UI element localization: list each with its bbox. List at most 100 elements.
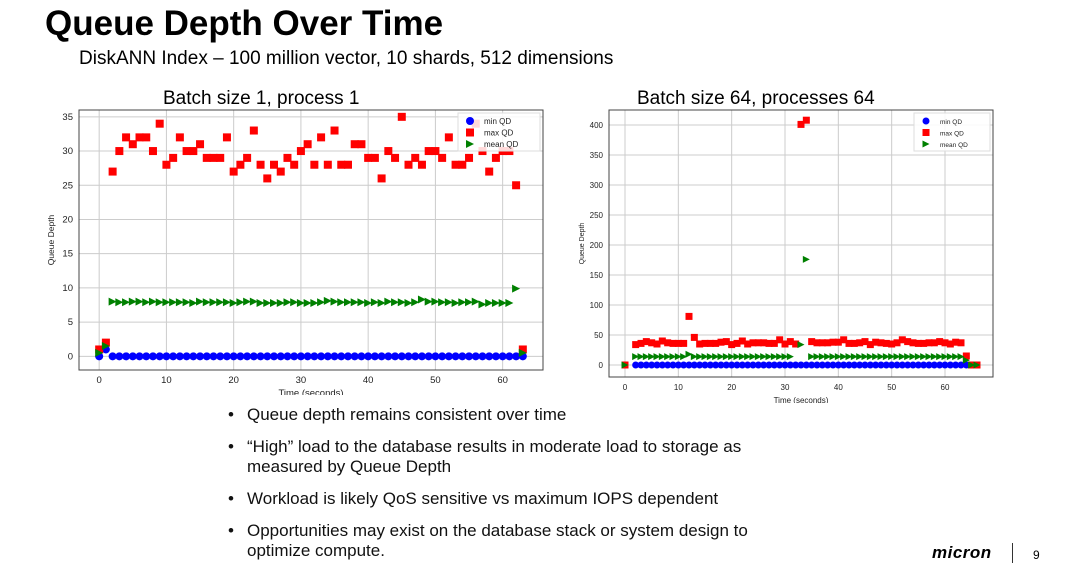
max-qd-point [95, 345, 104, 354]
mean-qd-point [872, 353, 880, 361]
max-qd-point [674, 339, 682, 347]
mean-qd-point [829, 353, 837, 361]
max-qd-point [337, 160, 346, 169]
bullet-item: • “High” load to the database results in … [228, 437, 808, 477]
mean-qd-point [330, 297, 339, 306]
mean-qd-point [424, 297, 433, 306]
min-qd-point [744, 361, 752, 369]
y-tick-label: 10 [62, 283, 73, 294]
mean-qd-point [115, 298, 124, 307]
max-qd-point [893, 339, 901, 347]
min-qd-point [909, 361, 917, 369]
mean-qd-point [669, 353, 677, 361]
max-qd-point [485, 167, 494, 176]
mean-qd-point [512, 284, 521, 293]
mean-qd-point [642, 353, 650, 361]
min-qd-point [404, 352, 413, 361]
mean-qd-point [465, 298, 474, 307]
mean-qd-point [712, 353, 720, 361]
legend-label: min QD [940, 119, 962, 126]
mean-qd-point [818, 353, 826, 361]
min-qd-point [792, 361, 800, 369]
bullet-dot: • [228, 437, 234, 456]
mean-qd-point [680, 353, 688, 361]
bullet-text: “High” load to the database results in m… [247, 437, 742, 476]
mean-qd-point [834, 353, 842, 361]
bullet-dot: • [228, 405, 234, 424]
max-qd-point [664, 339, 672, 347]
max-qd-point [962, 352, 970, 360]
max-qd-point [370, 153, 379, 162]
y-axis-label: Queue Depth [46, 214, 56, 265]
max-qd-point [845, 339, 853, 347]
max-qd-point [135, 133, 144, 142]
mean-qd-point [162, 298, 171, 307]
min-qd-point [680, 361, 688, 369]
legend-label: mean QD [484, 140, 518, 149]
mean-qd-point [664, 353, 672, 361]
mean-qd-point [685, 350, 693, 358]
max-qd-point [148, 147, 157, 156]
max-qd-point [866, 341, 874, 349]
min-qd-point [797, 361, 805, 369]
min-qd-point [706, 361, 714, 369]
min-qd-point [829, 361, 837, 369]
min-qd-point [962, 361, 970, 369]
mean-qd-point [813, 353, 821, 361]
min-qd-point [243, 352, 252, 361]
max-qd-point [256, 160, 265, 169]
mean-qd-point [941, 353, 949, 361]
x-tick-label: 0 [97, 375, 102, 386]
min-qd-point [155, 352, 164, 361]
min-qd-point [330, 352, 339, 361]
mean-qd-point [478, 300, 487, 309]
min-qd-point [216, 352, 225, 361]
min-qd-point [458, 352, 467, 361]
max-qd-point [808, 338, 816, 346]
mean-qd-point [243, 297, 252, 306]
max-qd-point [229, 167, 238, 176]
y-tick-label: 350 [590, 151, 604, 160]
min-qd-point [898, 361, 906, 369]
mean-qd-point [690, 353, 698, 361]
x-tick-label: 50 [430, 375, 441, 386]
max-qd-point [653, 340, 661, 348]
max-qd-point [444, 133, 453, 142]
max-qd-point [914, 339, 922, 347]
min-qd-point [877, 361, 885, 369]
chart-2-title: Batch size 64, processes 64 [637, 88, 875, 109]
min-qd-point [664, 361, 672, 369]
max-qd-point [155, 119, 164, 128]
min-qd-point [840, 361, 848, 369]
max-qd-point [792, 340, 800, 348]
max-qd-point [818, 339, 826, 347]
mean-qd-point [781, 353, 789, 361]
max-qd-point [712, 339, 720, 347]
min-qd-point [642, 361, 650, 369]
max-qd-point [840, 336, 848, 344]
max-qd-point [491, 153, 500, 162]
legend-min-marker [922, 117, 930, 125]
max-qd-point [765, 339, 773, 347]
min-qd-point [128, 352, 137, 361]
min-qd-point [674, 361, 682, 369]
max-qd-point [957, 339, 965, 347]
min-qd-point [391, 352, 400, 361]
max-qd-point [685, 312, 693, 320]
mean-qd-point [384, 297, 393, 306]
max-qd-point [438, 153, 447, 162]
min-qd-point [148, 352, 157, 361]
y-tick-label: 30 [62, 146, 73, 157]
mean-qd-point [738, 353, 746, 361]
y-tick-label: 400 [590, 121, 604, 130]
x-tick-label: 20 [727, 383, 736, 392]
mean-qd-point [797, 341, 805, 349]
max-qd-point [303, 140, 312, 149]
mean-qd-point [920, 353, 928, 361]
mean-qd-point [776, 353, 784, 361]
mean-qd-point [417, 295, 426, 304]
max-qd-point [310, 160, 319, 169]
min-qd-point [834, 361, 842, 369]
min-qd-point [952, 361, 960, 369]
min-qd-point [632, 361, 640, 369]
